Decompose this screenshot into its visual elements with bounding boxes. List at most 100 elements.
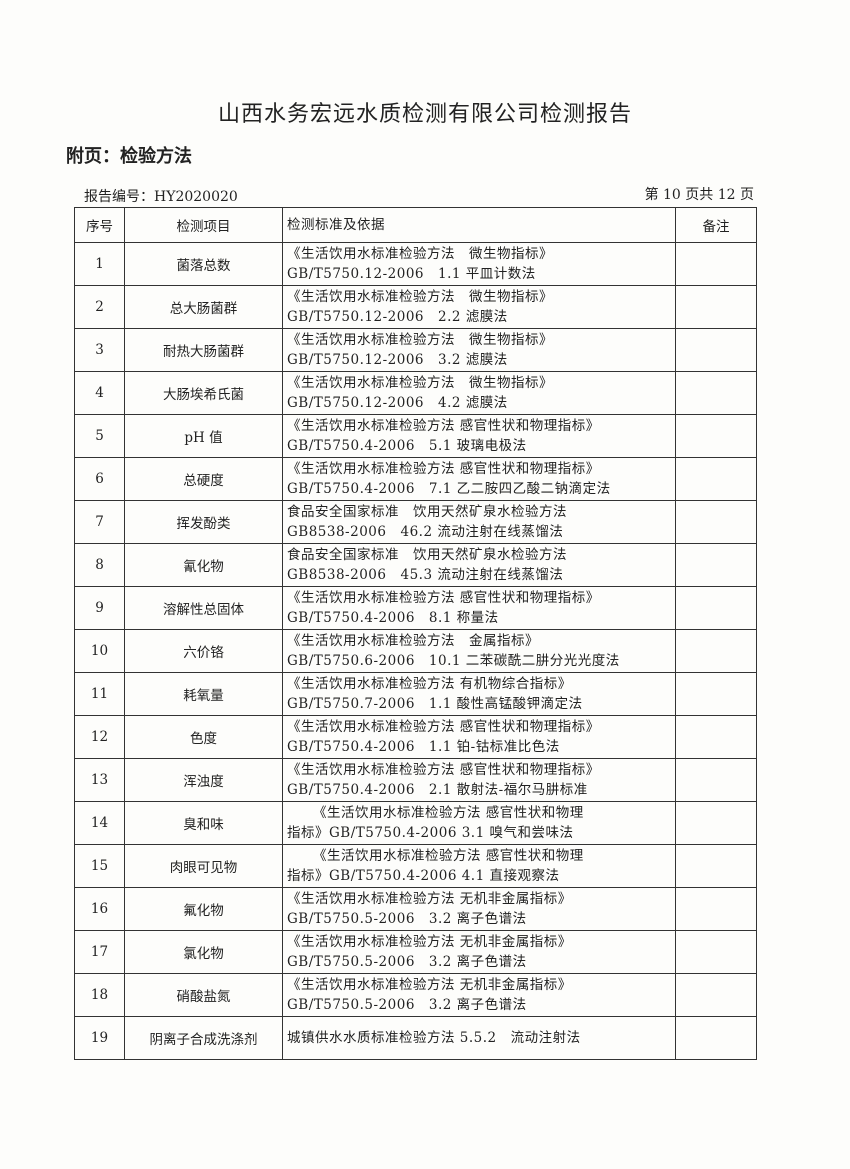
test-standard: 《生活饮用水标准检验方法 无机非金属指标》 GB/T5750.5-2006 3.2… bbox=[282, 973, 676, 1017]
table-header: 序号 检测项目 检测标准及依据 备注 bbox=[74, 207, 757, 243]
standard-line-2: GB8538-2006 46.2 流动注射在线蒸馏法 bbox=[287, 524, 564, 540]
test-item: 大肠埃希氏菌 bbox=[124, 371, 283, 415]
standard-line-1: 《生活饮用水标准检验方法 感官性状和物理指标》 bbox=[287, 762, 600, 778]
row-number: 10 bbox=[74, 629, 125, 673]
note bbox=[675, 328, 757, 372]
standard-line-2: GB/T5750.12-2006 1.1 平皿计数法 bbox=[287, 266, 536, 282]
test-standard: 《生活饮用水标准检验方法 感官性状和物理指标》 GB/T5750.4-2006 5… bbox=[282, 414, 676, 458]
row-number: 14 bbox=[74, 801, 125, 845]
row-number: 7 bbox=[74, 500, 125, 544]
table-row: 7 挥发酚类 食品安全国家标准 饮用天然矿泉水检验方法 GB8538-2006 4… bbox=[74, 500, 757, 544]
standard-line-2: GB/T5750.7-2006 1.1 酸性高锰酸钾滴定法 bbox=[287, 696, 583, 712]
test-standard: 《生活饮用水标准检验方法 有机物综合指标》 GB/T5750.7-2006 1.1… bbox=[282, 672, 676, 716]
standard-line-1: 食品安全国家标准 饮用天然矿泉水检验方法 bbox=[287, 547, 567, 563]
standard-line-1: 《生活饮用水标准检验方法 微生物指标》 bbox=[287, 375, 553, 391]
standard-line-1: 《生活饮用水标准检验方法 感官性状和物理指标》 bbox=[287, 461, 600, 477]
row-number: 3 bbox=[74, 328, 125, 372]
test-standard: 《生活饮用水标准检验方法 微生物指标》 GB/T5750.12-2006 1.1 … bbox=[282, 242, 676, 286]
table-row: 13 浑浊度 《生活饮用水标准检验方法 感官性状和物理指标》 GB/T5750.4… bbox=[74, 758, 757, 802]
note bbox=[675, 457, 757, 501]
row-number: 1 bbox=[74, 242, 125, 286]
col-header-no: 序号 bbox=[74, 207, 125, 243]
test-item: 肉眼可见物 bbox=[124, 844, 283, 888]
standard-line-1: 《生活饮用水标准检验方法 感官性状和物理 bbox=[313, 848, 584, 864]
test-item: pH 值 bbox=[124, 414, 283, 458]
note bbox=[675, 629, 757, 673]
test-item: 臭和味 bbox=[124, 801, 283, 845]
standard-line-1: 食品安全国家标准 饮用天然矿泉水检验方法 bbox=[287, 504, 567, 520]
note bbox=[675, 242, 757, 286]
table-row: 10 六价铬 《生活饮用水标准检验方法 金属指标》 GB/T5750.6-2006… bbox=[74, 629, 757, 673]
table-row: 2 总大肠菌群 《生活饮用水标准检验方法 微生物指标》 GB/T5750.12-2… bbox=[74, 285, 757, 329]
note bbox=[675, 285, 757, 329]
note bbox=[675, 758, 757, 802]
table-row: 3 耐热大肠菌群 《生活饮用水标准检验方法 微生物指标》 GB/T5750.12-… bbox=[74, 328, 757, 372]
note bbox=[675, 887, 757, 931]
standard-line-1: 《生活饮用水标准检验方法 感官性状和物理 bbox=[313, 805, 584, 821]
appendix-title: 附页：检验方法 bbox=[66, 146, 192, 167]
test-item: 菌落总数 bbox=[124, 242, 283, 286]
col-header-item: 检测项目 bbox=[124, 207, 283, 243]
table-row: 9 溶解性总固体 《生活饮用水标准检验方法 感官性状和物理指标》 GB/T5750… bbox=[74, 586, 757, 630]
standard-line-1: 《生活饮用水标准检验方法 无机非金属指标》 bbox=[287, 934, 572, 950]
note bbox=[675, 586, 757, 630]
test-standard: 《生活饮用水标准检验方法 感官性状和物理指标》 GB/T5750.4-2006 8… bbox=[282, 586, 676, 630]
test-standard: 《生活饮用水标准检验方法 感官性状和物理指标》 GB/T5750.4-2006 7… bbox=[282, 457, 676, 501]
standard-line-1: 《生活饮用水标准检验方法 无机非金属指标》 bbox=[287, 977, 572, 993]
standard-line-1: 城镇供水水质标准检验方法 5.5.2 流动注射法 bbox=[287, 1030, 581, 1046]
note bbox=[675, 543, 757, 587]
test-standard: 《生活饮用水标准检验方法 感官性状和物理 指标》GB/T5750.4-2006 4… bbox=[282, 844, 676, 888]
standard-line-2: GB/T5750.5-2006 3.2 离子色谱法 bbox=[287, 911, 527, 927]
note bbox=[675, 715, 757, 759]
report-title: 山西水务宏远水质检测有限公司检测报告 bbox=[217, 102, 632, 127]
row-number: 4 bbox=[74, 371, 125, 415]
table-row: 4 大肠埃希氏菌 《生活饮用水标准检验方法 微生物指标》 GB/T5750.12-… bbox=[74, 371, 757, 415]
col-header-standard: 检测标准及依据 bbox=[282, 207, 676, 243]
test-standard: 《生活饮用水标准检验方法 微生物指标》 GB/T5750.12-2006 2.2 … bbox=[282, 285, 676, 329]
test-item: 氟化物 bbox=[124, 887, 283, 931]
standard-line-2: 指标》GB/T5750.4-2006 3.1 嗅气和尝味法 bbox=[287, 825, 574, 841]
test-standard: 《生活饮用水标准检验方法 感官性状和物理指标》 GB/T5750.4-2006 1… bbox=[282, 715, 676, 759]
note bbox=[675, 672, 757, 716]
standard-line-1: 《生活饮用水标准检验方法 有机物综合指标》 bbox=[287, 676, 572, 692]
test-item: 耗氧量 bbox=[124, 672, 283, 716]
methods-table: 序号 检测项目 检测标准及依据 备注 1 菌落总数 《生活饮用水标准检验方法 微… bbox=[74, 207, 757, 1060]
test-item: 氯化物 bbox=[124, 930, 283, 974]
standard-line-1: 《生活饮用水标准检验方法 微生物指标》 bbox=[287, 332, 553, 348]
standard-line-2: GB/T5750.4-2006 5.1 玻璃电极法 bbox=[287, 438, 527, 454]
standard-line-2: GB/T5750.4-2006 2.1 散射法-福尔马肼标准 bbox=[287, 782, 588, 798]
table-row: 5 pH 值 《生活饮用水标准检验方法 感官性状和物理指标》 GB/T5750.4… bbox=[74, 414, 757, 458]
row-number: 6 bbox=[74, 457, 125, 501]
test-item: 硝酸盐氮 bbox=[124, 973, 283, 1017]
note bbox=[675, 844, 757, 888]
row-number: 15 bbox=[74, 844, 125, 888]
test-item: 总硬度 bbox=[124, 457, 283, 501]
standard-line-2: GB/T5750.12-2006 2.2 滤膜法 bbox=[287, 309, 508, 325]
test-item: 耐热大肠菌群 bbox=[124, 328, 283, 372]
standard-line-2: GB/T5750.4-2006 8.1 称量法 bbox=[287, 610, 499, 626]
table-row: 17 氯化物 《生活饮用水标准检验方法 无机非金属指标》 GB/T5750.5-2… bbox=[74, 930, 757, 974]
test-standard: 《生活饮用水标准检验方法 无机非金属指标》 GB/T5750.5-2006 3.2… bbox=[282, 887, 676, 931]
standard-line-2: GB8538-2006 45.3 流动注射在线蒸馏法 bbox=[287, 567, 564, 583]
table-row: 15 肉眼可见物 《生活饮用水标准检验方法 感官性状和物理 指标》GB/T5750… bbox=[74, 844, 757, 888]
standard-line-1: 《生活饮用水标准检验方法 微生物指标》 bbox=[287, 246, 553, 262]
test-item: 六价铬 bbox=[124, 629, 283, 673]
note bbox=[675, 973, 757, 1017]
table-row: 16 氟化物 《生活饮用水标准检验方法 无机非金属指标》 GB/T5750.5-2… bbox=[74, 887, 757, 931]
row-number: 9 bbox=[74, 586, 125, 630]
standard-line-2: GB/T5750.12-2006 4.2 滤膜法 bbox=[287, 395, 508, 411]
test-item: 挥发酚类 bbox=[124, 500, 283, 544]
table-row: 12 色度 《生活饮用水标准检验方法 感官性状和物理指标》 GB/T5750.4-… bbox=[74, 715, 757, 759]
row-number: 17 bbox=[74, 930, 125, 974]
col-header-note: 备注 bbox=[675, 207, 757, 243]
note bbox=[675, 1016, 757, 1060]
note bbox=[675, 801, 757, 845]
standard-line-2: GB/T5750.4-2006 7.1 乙二胺四乙酸二钠滴定法 bbox=[287, 481, 611, 497]
standard-line-1: 《生活饮用水标准检验方法 微生物指标》 bbox=[287, 289, 553, 305]
standard-line-1: 《生活饮用水标准检验方法 感官性状和物理指标》 bbox=[287, 418, 600, 434]
row-number: 8 bbox=[74, 543, 125, 587]
test-item: 溶解性总固体 bbox=[124, 586, 283, 630]
note bbox=[675, 500, 757, 544]
row-number: 2 bbox=[74, 285, 125, 329]
